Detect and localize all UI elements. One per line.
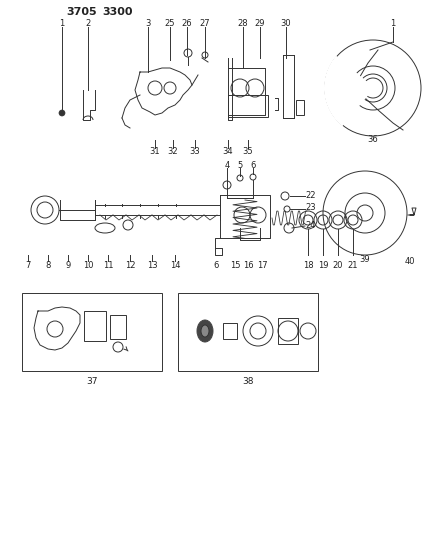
Text: 40: 40 xyxy=(405,257,415,266)
Text: 26: 26 xyxy=(182,20,192,28)
Text: 27: 27 xyxy=(200,20,210,28)
Text: 37: 37 xyxy=(86,376,98,385)
Bar xyxy=(110,315,126,339)
Text: 18: 18 xyxy=(303,261,313,270)
Text: 4: 4 xyxy=(224,160,230,169)
Text: 16: 16 xyxy=(243,261,253,270)
Ellipse shape xyxy=(197,320,213,342)
Text: 31: 31 xyxy=(150,148,160,157)
Bar xyxy=(296,100,304,115)
Text: 7: 7 xyxy=(25,261,31,270)
Bar xyxy=(178,293,318,371)
Text: 39: 39 xyxy=(360,255,370,264)
Text: 8: 8 xyxy=(45,261,51,270)
Bar xyxy=(278,318,298,344)
Text: 35: 35 xyxy=(243,148,253,157)
Text: 19: 19 xyxy=(318,261,328,270)
Text: 3: 3 xyxy=(146,20,151,28)
Text: 20: 20 xyxy=(333,261,343,270)
Bar xyxy=(228,95,268,117)
Text: 1: 1 xyxy=(390,20,395,28)
Bar xyxy=(22,293,162,371)
Text: 3705: 3705 xyxy=(67,7,97,17)
Ellipse shape xyxy=(201,325,209,337)
Text: 36: 36 xyxy=(368,135,378,144)
Text: 11: 11 xyxy=(103,261,113,270)
Text: 13: 13 xyxy=(147,261,158,270)
Text: 23: 23 xyxy=(305,204,315,213)
Text: 30: 30 xyxy=(281,20,291,28)
Bar xyxy=(223,323,237,339)
Text: 6: 6 xyxy=(250,160,256,169)
Text: 9: 9 xyxy=(65,261,71,270)
Text: 24: 24 xyxy=(305,221,315,230)
Text: 3300: 3300 xyxy=(103,7,133,17)
Text: 5: 5 xyxy=(238,160,243,169)
Text: 33: 33 xyxy=(190,148,200,157)
Text: 21: 21 xyxy=(348,261,358,270)
Circle shape xyxy=(59,110,65,116)
Text: 22: 22 xyxy=(305,190,315,199)
Bar xyxy=(84,311,106,341)
Text: 25: 25 xyxy=(165,20,175,28)
Text: 6: 6 xyxy=(213,261,219,270)
Text: 14: 14 xyxy=(170,261,180,270)
Text: 28: 28 xyxy=(238,20,248,28)
Wedge shape xyxy=(325,57,373,125)
Text: 17: 17 xyxy=(257,261,268,270)
Text: 2: 2 xyxy=(85,20,91,28)
Text: 29: 29 xyxy=(255,20,265,28)
Text: 15: 15 xyxy=(230,261,240,270)
Text: 34: 34 xyxy=(223,148,233,157)
Text: 32: 32 xyxy=(168,148,178,157)
Text: 38: 38 xyxy=(242,376,254,385)
Text: 12: 12 xyxy=(125,261,135,270)
Text: 10: 10 xyxy=(83,261,93,270)
Text: 1: 1 xyxy=(59,20,65,28)
